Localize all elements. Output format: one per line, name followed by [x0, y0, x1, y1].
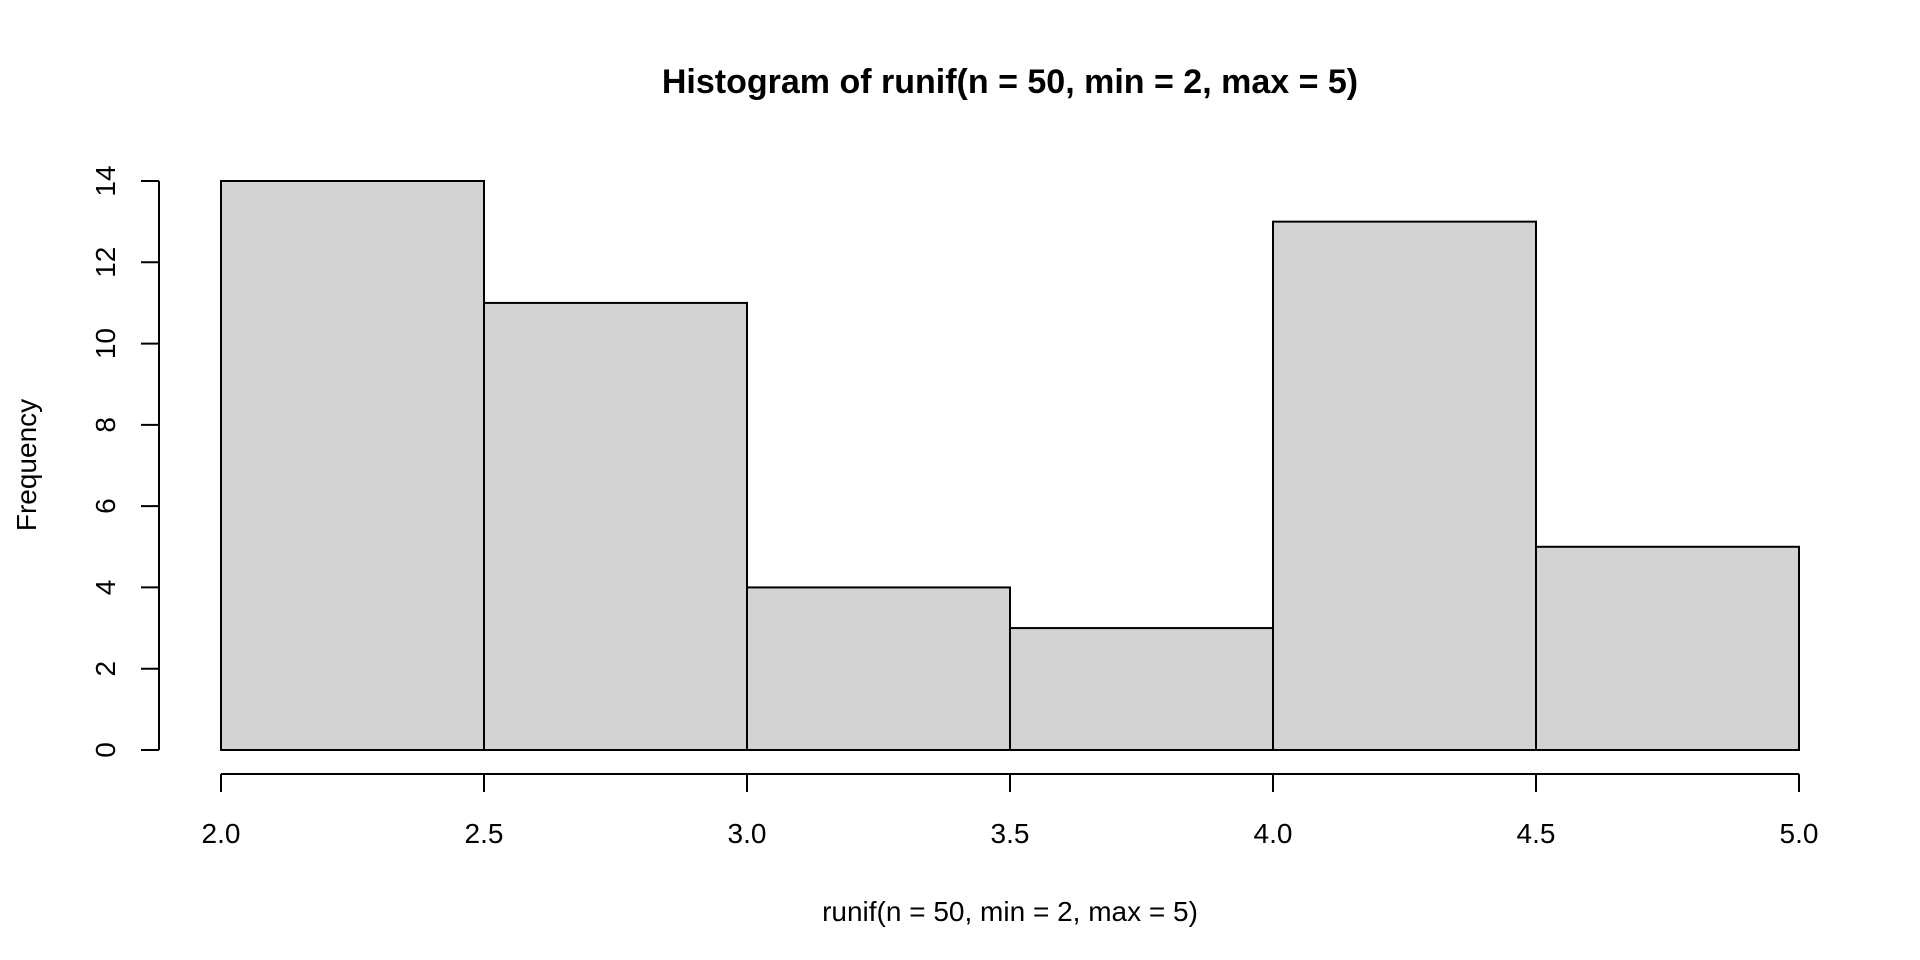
y-tick-label: 14 — [90, 165, 121, 196]
y-tick-label: 2 — [90, 661, 121, 677]
x-axis: 2.0 2.5 3.0 3.5 4.0 4.5 5.0 — [202, 773, 1819, 849]
bars-group — [220, 180, 1800, 752]
histogram-bar-5 — [1272, 220, 1537, 751]
histogram-bar-1 — [220, 180, 485, 751]
y-tick-label: 12 — [90, 247, 121, 278]
y-axis: 0 2 4 6 8 10 12 14 — [90, 165, 160, 758]
y-tick-label: 0 — [90, 742, 121, 758]
histogram-bar-2 — [483, 301, 748, 751]
x-tick-label: 4.5 — [1517, 818, 1556, 849]
x-tick-label: 2.0 — [202, 818, 241, 849]
x-tick-label: 3.0 — [728, 818, 767, 849]
x-tick-label: 4.0 — [1254, 818, 1293, 849]
y-tick-label: 10 — [90, 328, 121, 359]
y-tick-label: 4 — [90, 580, 121, 596]
histogram-bar-3 — [746, 586, 1011, 752]
y-tick-label: 8 — [90, 417, 121, 433]
x-axis-label: runif(n = 50, min = 2, max = 5) — [822, 896, 1198, 927]
y-tick-label: 6 — [90, 498, 121, 514]
x-tick-label: 3.5 — [991, 818, 1030, 849]
x-tick-label: 2.5 — [465, 818, 504, 849]
x-tick-label: 5.0 — [1780, 818, 1819, 849]
histogram-bar-4 — [1009, 627, 1274, 751]
y-axis-label: Frequency — [11, 399, 42, 531]
histogram-bar-6 — [1535, 545, 1800, 751]
chart-title: Histogram of runif(n = 50, min = 2, max … — [662, 63, 1358, 101]
